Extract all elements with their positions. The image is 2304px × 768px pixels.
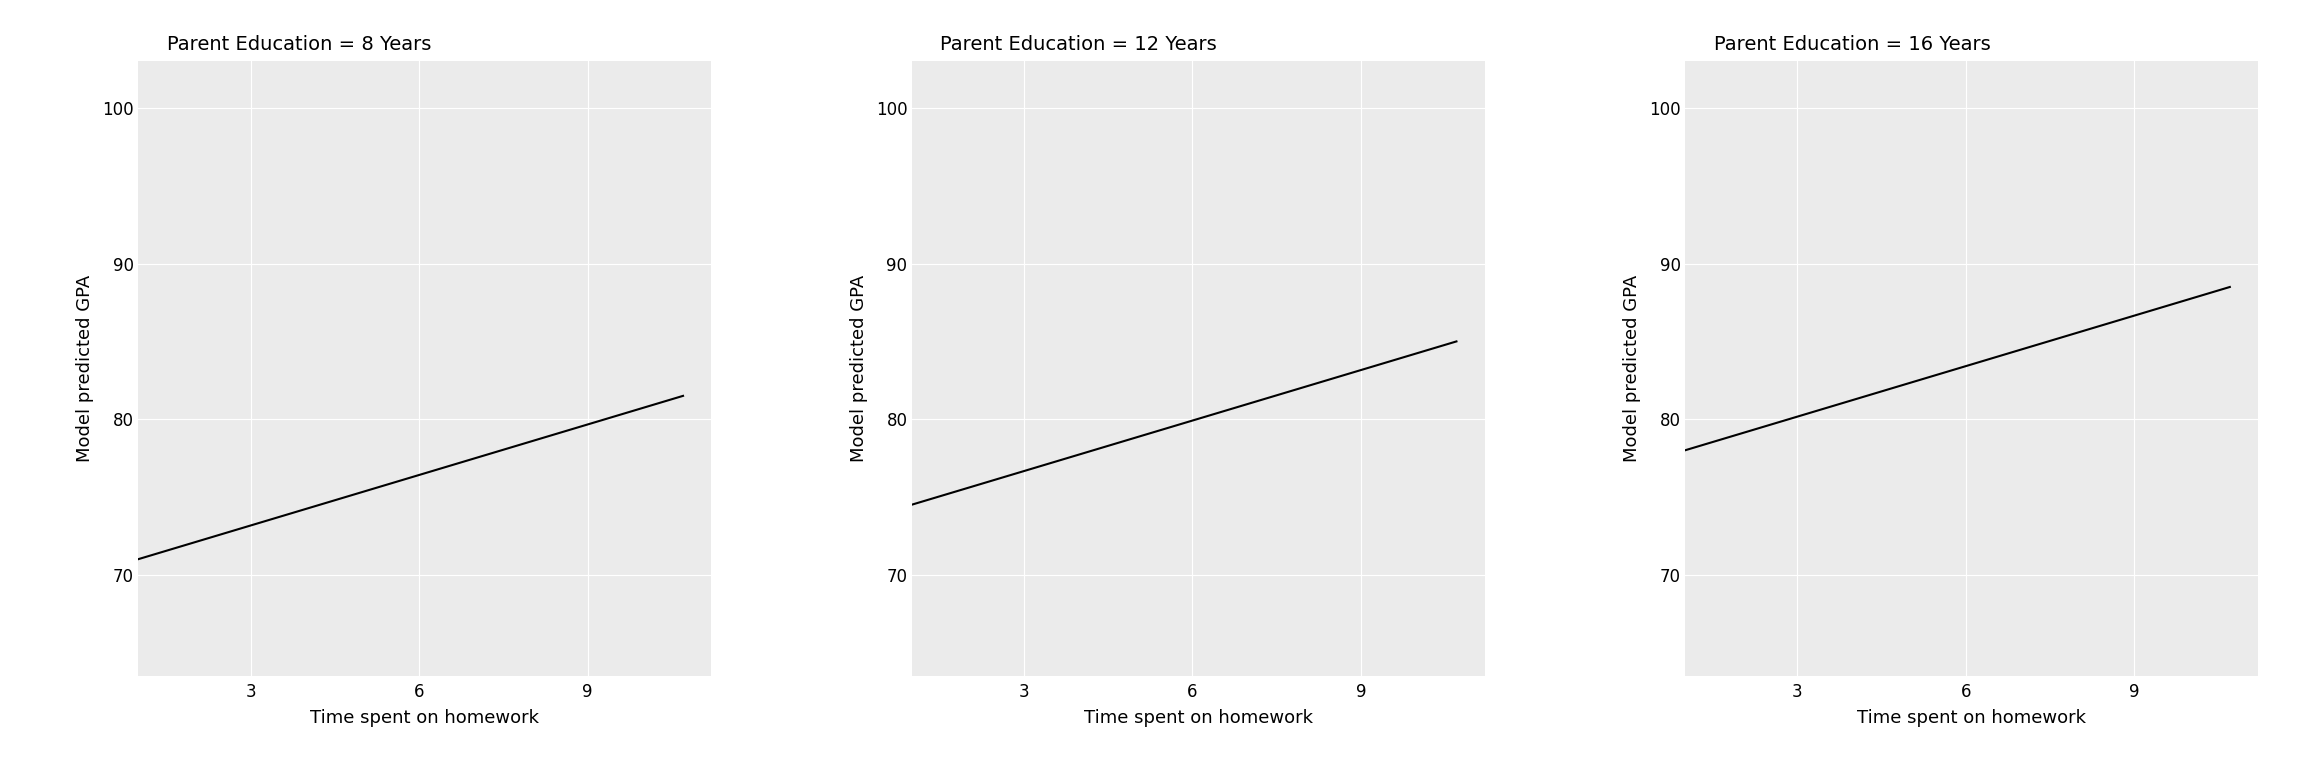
- Y-axis label: Model predicted GPA: Model predicted GPA: [76, 275, 94, 462]
- Text: Parent Education = 16 Years: Parent Education = 16 Years: [1714, 35, 1991, 55]
- Y-axis label: Model predicted GPA: Model predicted GPA: [850, 275, 869, 462]
- Text: Parent Education = 12 Years: Parent Education = 12 Years: [940, 35, 1217, 55]
- X-axis label: Time spent on homework: Time spent on homework: [311, 709, 539, 727]
- Text: Parent Education = 8 Years: Parent Education = 8 Years: [166, 35, 431, 55]
- Y-axis label: Model predicted GPA: Model predicted GPA: [1622, 275, 1640, 462]
- X-axis label: Time spent on homework: Time spent on homework: [1083, 709, 1313, 727]
- X-axis label: Time spent on homework: Time spent on homework: [1857, 709, 2085, 727]
